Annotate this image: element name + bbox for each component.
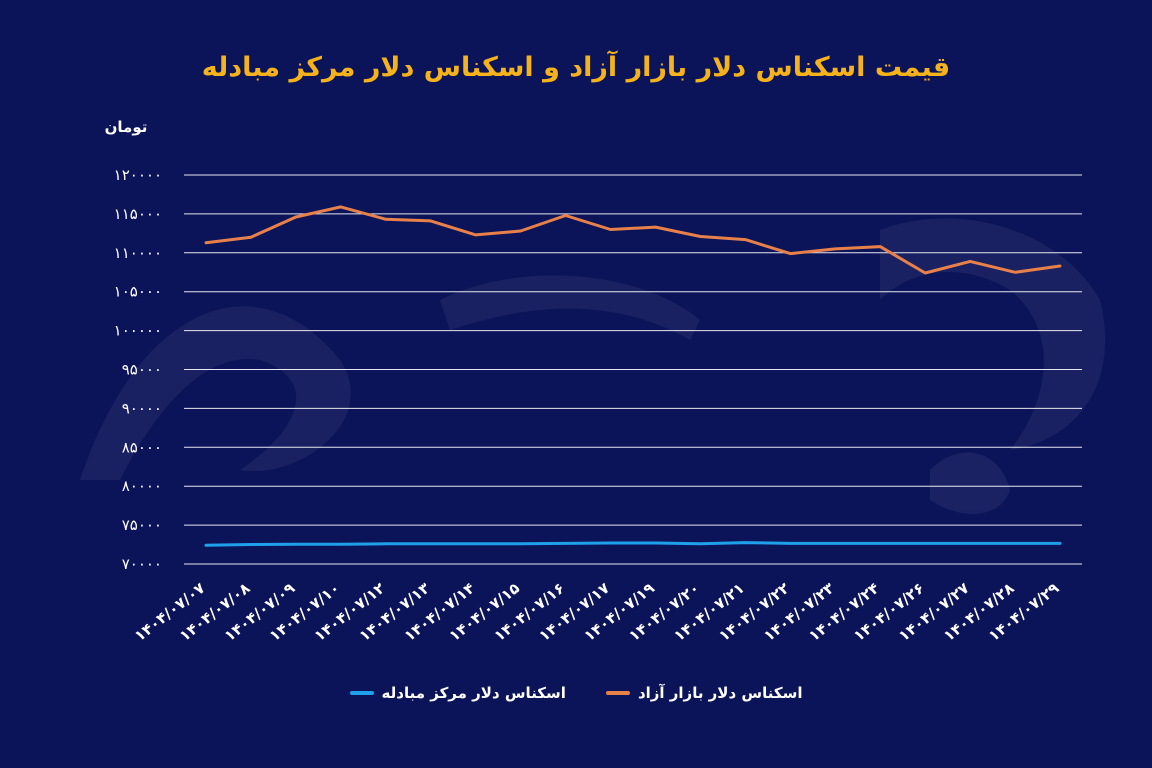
series-line-free-market bbox=[204, 205, 1062, 275]
y-tick-label: ۷۵۰۰۰ bbox=[122, 516, 162, 534]
grid-lines bbox=[184, 174, 1082, 565]
y-tick-label: ۱۲۰۰۰۰ bbox=[114, 166, 162, 184]
y-tick-label: ۱۱۵۰۰۰ bbox=[114, 205, 162, 223]
y-tick-label: ۱۱۰۰۰۰ bbox=[114, 244, 162, 262]
chart-title: قیمت اسکناس دلار بازار آزاد و اسکناس دلا… bbox=[201, 52, 951, 83]
series-line-exchange-center bbox=[204, 541, 1062, 547]
y-axis-unit-label: تومان bbox=[105, 118, 148, 136]
legend-label-exchange-center: اسکناس دلار مرکز مبادله bbox=[381, 684, 566, 702]
legend-label-free-market: اسکناس دلار بازار آزاد bbox=[637, 684, 803, 702]
y-tick-label: ۸۰۰۰۰ bbox=[122, 477, 162, 495]
legend-swatch-exchange-center bbox=[349, 691, 374, 695]
y-tick-label: ۷۰۰۰۰ bbox=[122, 555, 162, 573]
x-axis-ticks: ۱۴۰۴/۰۷/۰۷۱۴۰۴/۰۷/۰۸۱۴۰۴/۰۷/۰۹۱۴۰۴/۰۷/۱۰… bbox=[131, 579, 1062, 645]
legend-swatch-free-market bbox=[605, 691, 630, 695]
legend-item-exchange-center: اسکناس دلار مرکز مبادله bbox=[349, 684, 566, 702]
legend-item-free-market: اسکناس دلار بازار آزاد bbox=[605, 684, 803, 702]
y-tick-label: ۸۵۰۰۰ bbox=[122, 438, 162, 456]
y-axis-ticks: ۷۰۰۰۰ ۷۵۰۰۰ ۸۰۰۰۰ ۸۵۰۰۰ ۹۰۰۰۰ ۹۵۰۰۰ ۱۰۰۰۰۰ ۱۰۵۰… bbox=[114, 166, 162, 573]
y-tick-label: ۹۵۰۰۰ bbox=[122, 361, 162, 379]
watermark-logo bbox=[80, 218, 1106, 514]
legend: اسکناس دلار بازار آزاد اسکناس دلار مرکز … bbox=[0, 684, 1152, 702]
y-tick-label: ۱۰۵۰۰۰ bbox=[114, 283, 162, 301]
series-lines bbox=[204, 205, 1062, 547]
y-tick-label: ۹۰۰۰۰ bbox=[122, 399, 162, 417]
y-tick-label: ۱۰۰۰۰۰ bbox=[114, 322, 162, 340]
